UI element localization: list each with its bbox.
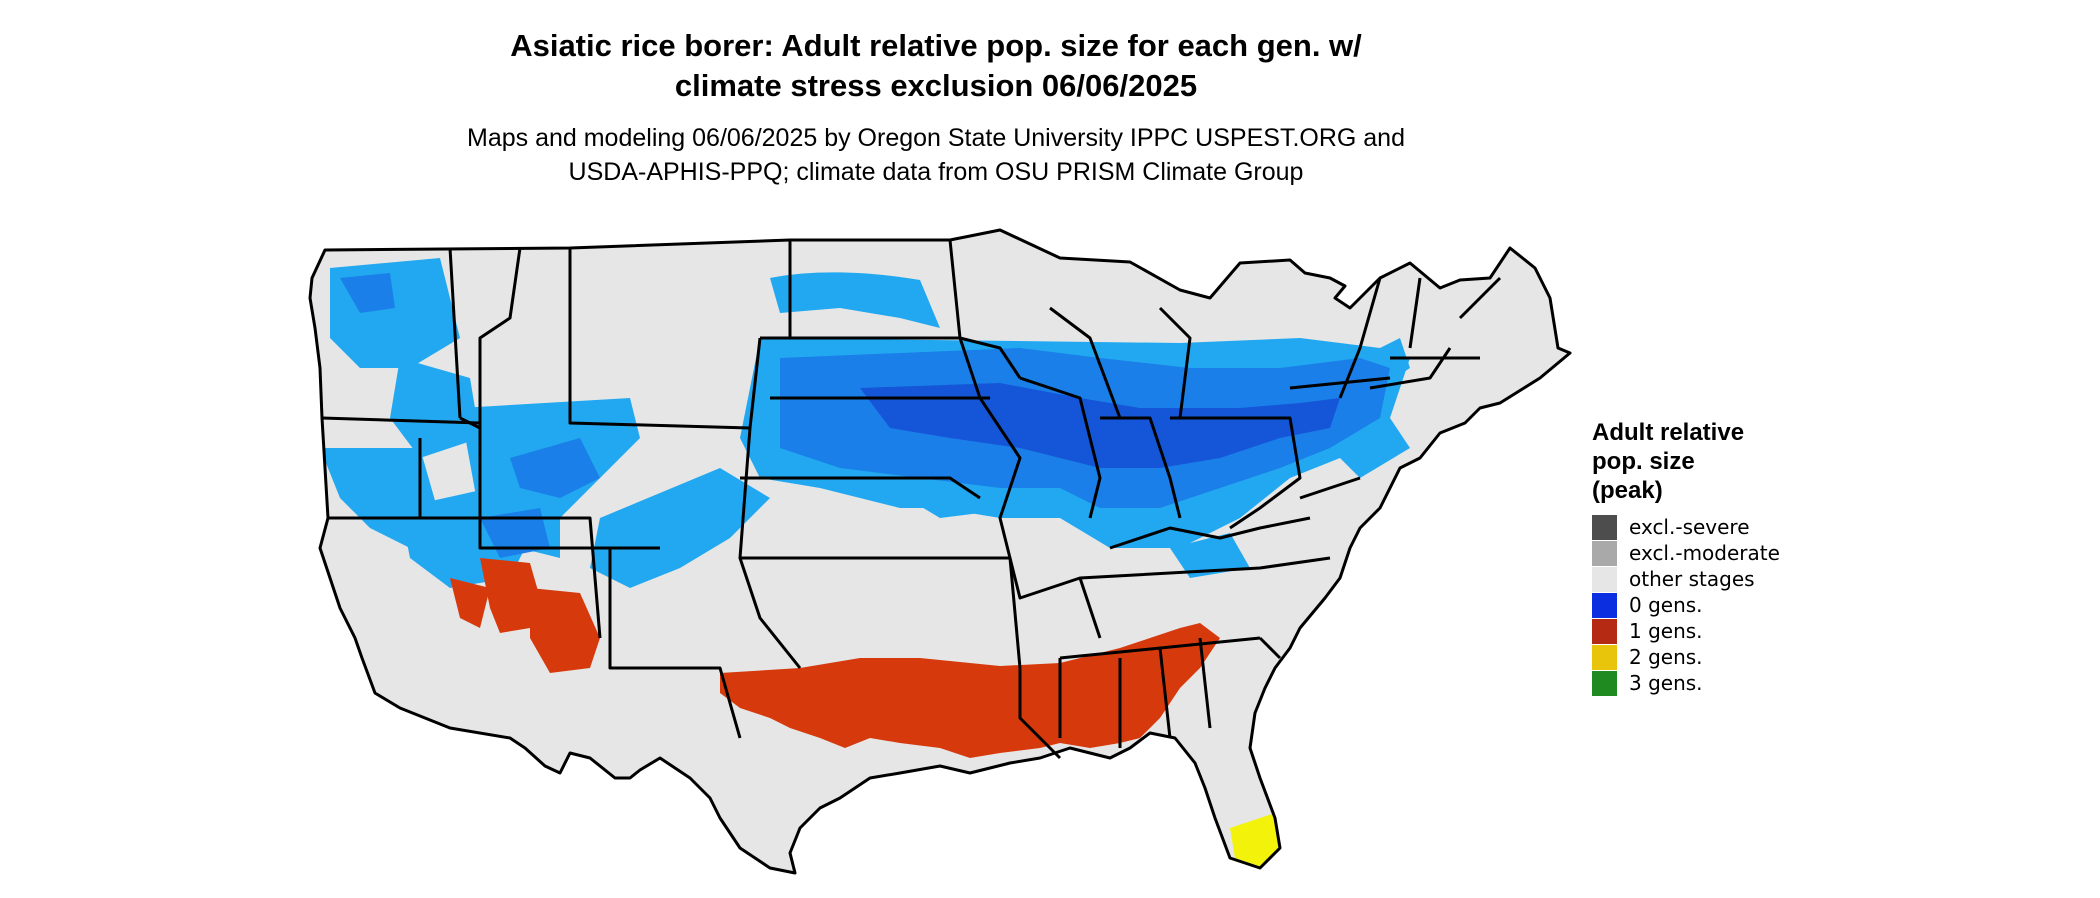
legend-item: excl.-moderate [1592, 540, 1812, 566]
legend-swatch [1592, 670, 1617, 696]
legend-title: Adult relative pop. size (peak) [1592, 418, 1812, 505]
subtitle-line-2: USDA-APHIS-PPQ; climate data from OSU PR… [568, 158, 1304, 186]
legend-swatch [1592, 618, 1617, 644]
legend-label: other stages [1629, 567, 1755, 591]
legend-title-line-2: pop. size [1592, 448, 1695, 475]
map-title: Asiatic rice borer: Adult relative pop. … [0, 26, 1872, 106]
zero-gen-dark-region [860, 383, 1340, 468]
subtitle-line-1: Maps and modeling 06/06/2025 by Oregon S… [467, 124, 1405, 152]
legend-label: excl.-severe [1629, 515, 1750, 539]
legend-label: 1 gens. [1629, 619, 1703, 643]
legend-swatch [1592, 566, 1617, 592]
legend-label: 3 gens. [1629, 671, 1703, 695]
legend-title-line-3: (peak) [1592, 477, 1663, 504]
legend-swatch [1592, 540, 1617, 566]
map-subtitle: Maps and modeling 06/06/2025 by Oregon S… [0, 121, 1872, 189]
legend-item: other stages [1592, 566, 1812, 592]
map-legend: Adult relative pop. size (peak) excl.-se… [1592, 418, 1812, 696]
legend-label: 0 gens. [1629, 593, 1703, 617]
legend-items: excl.-severe excl.-moderate other stages… [1592, 514, 1812, 696]
legend-item: 3 gens. [1592, 670, 1812, 696]
legend-item: 0 gens. [1592, 592, 1812, 618]
legend-swatch [1592, 514, 1617, 540]
legend-item: excl.-severe [1592, 514, 1812, 540]
us-map [308, 228, 1572, 875]
legend-title-line-1: Adult relative [1592, 419, 1745, 446]
legend-label: 2 gens. [1629, 645, 1703, 669]
legend-item: 2 gens. [1592, 644, 1812, 670]
legend-item: 1 gens. [1592, 618, 1812, 644]
legend-swatch [1592, 644, 1617, 670]
legend-label: excl.-moderate [1629, 541, 1780, 565]
legend-swatch [1592, 592, 1617, 618]
title-line-2: climate stress exclusion 06/06/2025 [674, 68, 1198, 103]
title-line-1: Asiatic rice borer: Adult relative pop. … [510, 28, 1362, 63]
one-gen-region [450, 558, 1220, 758]
state-borders [308, 228, 1572, 875]
